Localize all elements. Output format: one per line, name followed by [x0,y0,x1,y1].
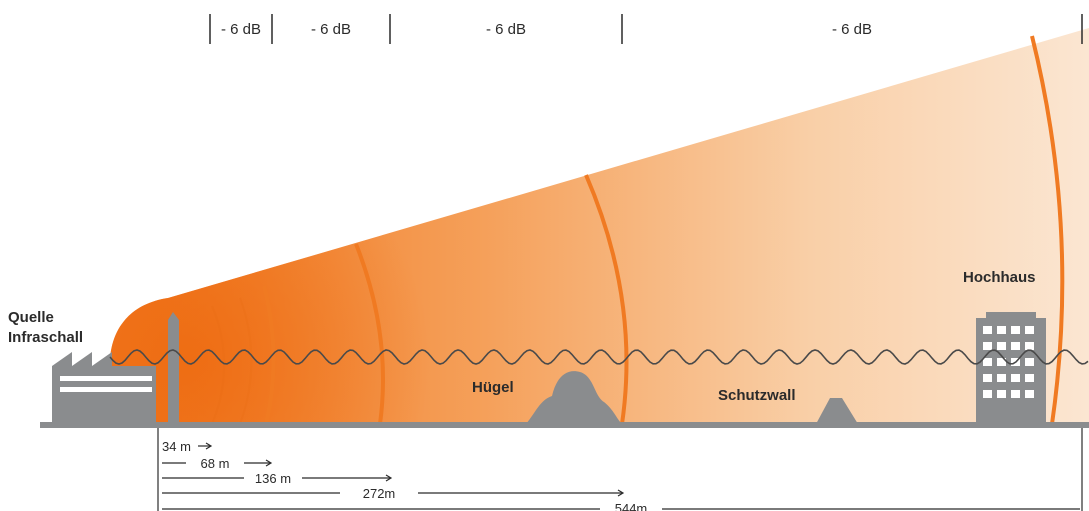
wavefront-68m [354,243,385,425]
wavefront-272m [1030,35,1065,425]
ground-line [40,422,1089,428]
db-label-1: - 6 dB [221,21,261,38]
distance-136m: 136 m [255,471,291,486]
sound-cone-core [109,28,1089,424]
distance-544m: 544m [615,501,648,511]
distance-34m: 34 m [162,439,191,454]
distance-68m: 68 m [201,456,230,471]
inner-rings [211,297,253,425]
embankment-shape [816,398,858,424]
db-header: - 6 dB - 6 dB - 6 dB - 6 dB [209,14,1083,44]
sound-wave-line [109,349,1089,365]
db-label-3: - 6 dB [486,21,526,38]
distance-272m: 272m [363,486,396,501]
wavefront-136m [584,174,629,425]
wavefronts [262,35,1065,425]
hill-label: Hügel [472,379,514,396]
source-label-line1: Quelle [8,309,54,326]
distance-scale [157,428,1083,511]
highrise-building-icon [976,312,1046,424]
distance-labels: 34 m 68 m 136 m 272m 544m [162,439,647,511]
wall-label: Schutzwall [718,387,796,404]
hill-shape [526,371,622,424]
db-label-2: - 6 dB [311,21,351,38]
highrise-label: Hochhaus [963,269,1036,286]
source-label-line2: Infraschall [8,329,83,346]
wavefront-34m [262,285,276,425]
db-label-4: - 6 dB [832,21,872,38]
factory-icon [52,312,179,424]
